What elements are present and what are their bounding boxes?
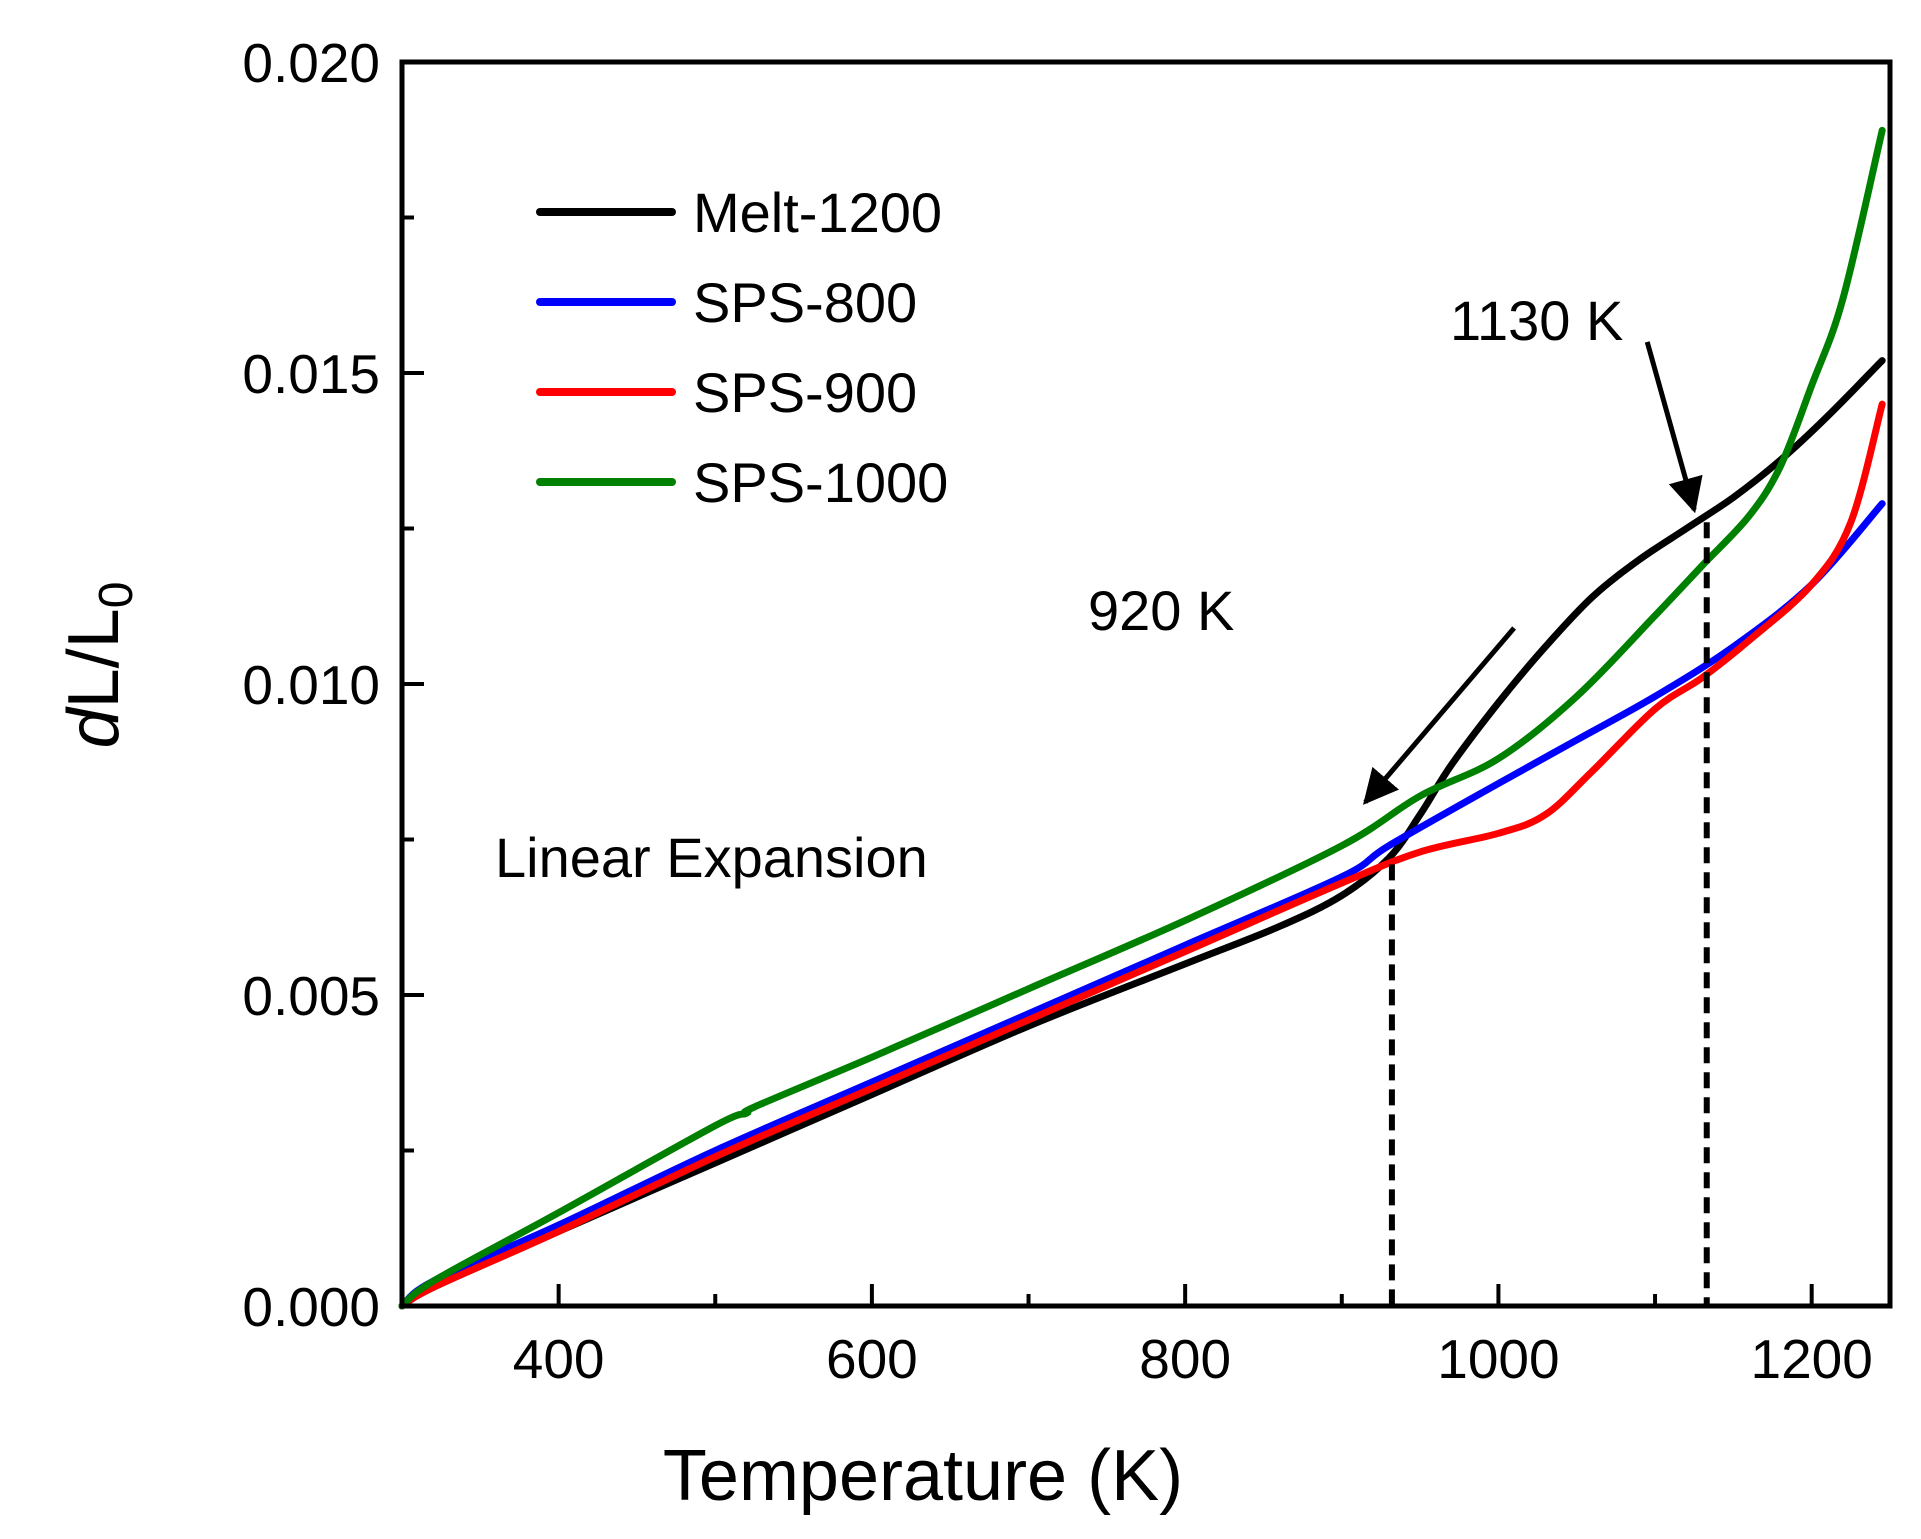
series-line-sps-1000: [398, 126, 1886, 1310]
series-line-sps-800: [398, 500, 1886, 1310]
x-tick-label: 1000: [1437, 1328, 1559, 1390]
x-tick-label: 400: [513, 1328, 605, 1390]
y-axis-title-subscript: 0: [90, 582, 143, 609]
x-axis-ticks: 400 600 800 1000 1200: [400, 1284, 1873, 1390]
y-tick-label: 0.005: [242, 965, 380, 1027]
annotation-arrow-1: [1363, 626, 1516, 805]
legend-label: Melt-1200: [693, 181, 942, 244]
y-axis-title-rest: L/L: [54, 608, 134, 708]
plot-frame: [399, 59, 1893, 1309]
x-axis-title: Temperature (K): [663, 1436, 1183, 1516]
series-curves: [398, 126, 1886, 1310]
annotation-arrow-2: [1644, 341, 1703, 514]
annotation-1130k: 1130 K: [1450, 289, 1623, 352]
legend: Melt-1200 SPS-800 SPS-900 SPS-1000: [536, 181, 948, 514]
legend-label: SPS-800: [693, 271, 917, 334]
y-tick-label: 0.000: [242, 1276, 380, 1338]
y-tick-label: 0.020: [242, 32, 380, 94]
y-tick-label: 0.015: [242, 343, 380, 405]
legend-label: SPS-1000: [693, 451, 948, 514]
x-tick-label: 800: [1139, 1328, 1231, 1390]
x-tick-label: 600: [826, 1328, 918, 1390]
y-axis-title: dL/L0: [54, 582, 143, 749]
annotation-linear-expansion: Linear Expansion: [495, 826, 928, 889]
y-axis-title-main: d: [54, 706, 134, 748]
x-tick-label: 1200: [1751, 1328, 1873, 1390]
y-tick-label: 0.010: [242, 654, 380, 716]
annotation-lines: [1363, 341, 1710, 1306]
annotation-920k: 920 K: [1088, 579, 1234, 642]
series-line-sps-900: [398, 400, 1886, 1310]
y-axis-ticks: 0.000 0.005 0.010 0.015 0.020: [242, 32, 424, 1338]
legend-label: SPS-900: [693, 361, 917, 424]
